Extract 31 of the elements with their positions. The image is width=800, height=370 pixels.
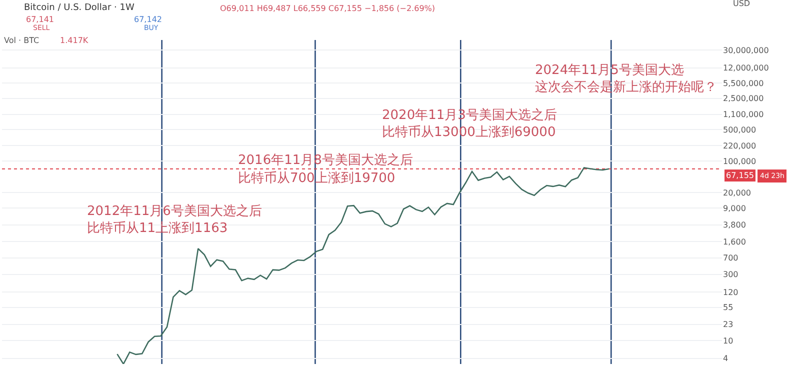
y-tick-label: 300 (723, 270, 738, 280)
y-tick-label: 700 (723, 254, 738, 263)
text: 1.417K (60, 36, 89, 45)
ref-line-label: 67,155 (726, 171, 754, 180)
y-tick-label: 500,000 (723, 126, 756, 135)
y-tick-label: 9,000 (723, 204, 746, 213)
y-tick-label: 120 (723, 288, 738, 297)
chart-subtitle: O69,011 H69,487 L66,559 C67,155 −1,856 (−2.69%) (220, 4, 436, 13)
y-tick-label: 5,500,000 (723, 78, 764, 88)
y-tick-label: 1,100,000 (723, 110, 764, 120)
annotation: 2012年11月6号美国大选之后 (87, 203, 262, 219)
chart-title: Bitcoin / U.S. Dollar · 1W (24, 3, 134, 13)
y-tick-label: 23 (723, 320, 734, 330)
y-tick-label: 1,600 (723, 237, 746, 246)
y-tick-label: 4 (723, 354, 728, 364)
y-tick-label: 12,000,000 (723, 64, 769, 73)
y-tick-label: 30,000,000 (723, 46, 769, 55)
y-tick-label: 3,800 (723, 220, 746, 230)
text: 67,142 (134, 15, 162, 24)
y-tick-label: 100,000 (723, 156, 756, 166)
text: 67,141 (26, 15, 54, 24)
y-tick-label: 220,000 (723, 142, 756, 151)
text: USD (733, 0, 750, 8)
annotation: 2016年11月8号美国大选之后 (238, 152, 413, 168)
text: Vol · BTC (4, 36, 40, 45)
y-tick-label: 55 (723, 303, 734, 312)
annotation: 2020年11月3号美国大选之后 (382, 107, 557, 123)
y-tick-label: 10 (723, 336, 734, 346)
annotation: 2024年11月5号美国大选 (535, 62, 684, 78)
y-tick-label: 20,000 (723, 188, 751, 198)
y-tick-label: 2,500,000 (723, 94, 764, 104)
